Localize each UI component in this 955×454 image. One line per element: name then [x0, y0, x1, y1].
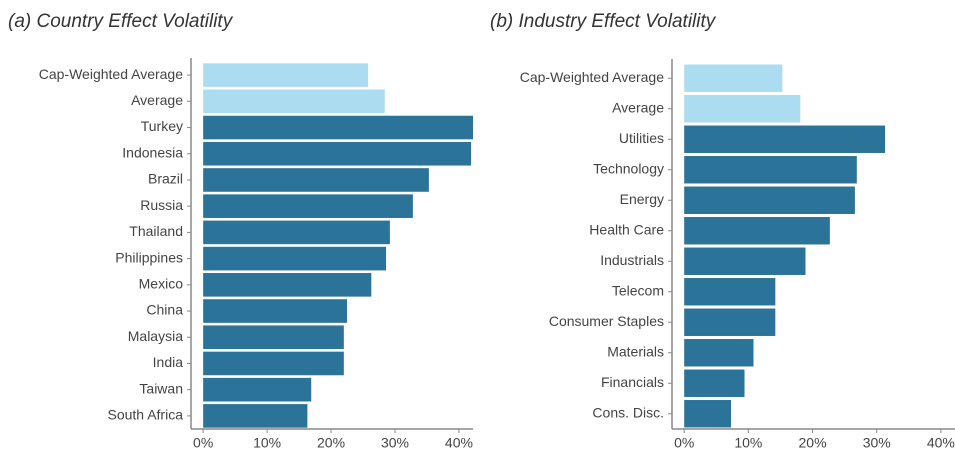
bar: [684, 217, 830, 245]
bar: [203, 141, 472, 166]
bar: [203, 377, 312, 402]
bar: [203, 246, 387, 271]
x-tick-label: 30%: [863, 435, 891, 451]
bar: [684, 369, 745, 397]
bar: [203, 63, 369, 87]
y-tick-label: Indonesia: [122, 144, 183, 160]
y-tick-label: Turkey: [141, 118, 183, 134]
bar: [684, 308, 776, 336]
y-tick-label: Thailand: [129, 223, 183, 239]
bar: [203, 168, 429, 192]
chart-title: (a) Country Effect Volatility: [8, 11, 234, 32]
y-tick-label: Cap-Weighted Average: [520, 69, 664, 85]
y-tick-label: South Africa: [108, 407, 184, 423]
bar: [203, 351, 344, 376]
y-tick-label: Brazil: [148, 171, 183, 187]
y-tick-label: Consumer Staples: [549, 313, 664, 329]
x-tick-label: 30%: [381, 435, 409, 451]
bar: [684, 64, 783, 92]
bar: [203, 299, 348, 323]
y-tick-label: Industrials: [600, 252, 664, 268]
y-tick-label: Technology: [593, 160, 664, 176]
y-tick-label: Philippines: [115, 249, 183, 265]
bar: [684, 95, 801, 123]
y-tick-label: Energy: [620, 191, 664, 207]
y-tick-label: Taiwan: [139, 380, 183, 396]
bar: [203, 220, 390, 245]
x-tick-label: 0%: [674, 435, 694, 451]
y-tick-label: China: [146, 302, 183, 318]
y-tick-label: Telecom: [612, 282, 664, 298]
x-tick-label: 40%: [445, 435, 473, 451]
bar: [684, 247, 806, 275]
y-tick-label: Russia: [140, 197, 183, 213]
bar: [203, 325, 344, 350]
bar: [684, 125, 886, 153]
y-tick-label: Malaysia: [128, 328, 183, 344]
y-tick-label: Health Care: [589, 221, 664, 237]
x-tick-label: 20%: [317, 435, 345, 451]
x-tick-label: 10%: [734, 435, 762, 451]
x-tick-label: 40%: [927, 435, 955, 451]
bar: [684, 156, 857, 184]
y-tick-label: Financials: [601, 374, 664, 390]
bar: [203, 115, 473, 140]
bar: [203, 404, 308, 428]
bar: [203, 194, 413, 218]
y-tick-label: Average: [612, 99, 664, 115]
bar: [684, 278, 776, 306]
bar: [684, 186, 855, 214]
x-tick-label: 10%: [253, 435, 281, 451]
y-tick-label: Mexico: [139, 276, 184, 292]
y-tick-label: Cons. Disc.: [592, 404, 664, 420]
chart-title: (b) Industry Effect Volatility: [490, 11, 717, 32]
bar: [203, 89, 385, 114]
bar: [684, 339, 754, 367]
y-tick-label: Utilities: [619, 130, 664, 146]
y-tick-label: India: [153, 354, 184, 370]
y-tick-label: Materials: [607, 343, 664, 359]
y-tick-label: Cap-Weighted Average: [39, 66, 183, 82]
x-tick-label: 0%: [193, 435, 213, 451]
y-tick-label: Average: [131, 92, 183, 108]
bar: [203, 273, 372, 297]
x-tick-label: 20%: [799, 435, 827, 451]
bar: [684, 400, 732, 428]
